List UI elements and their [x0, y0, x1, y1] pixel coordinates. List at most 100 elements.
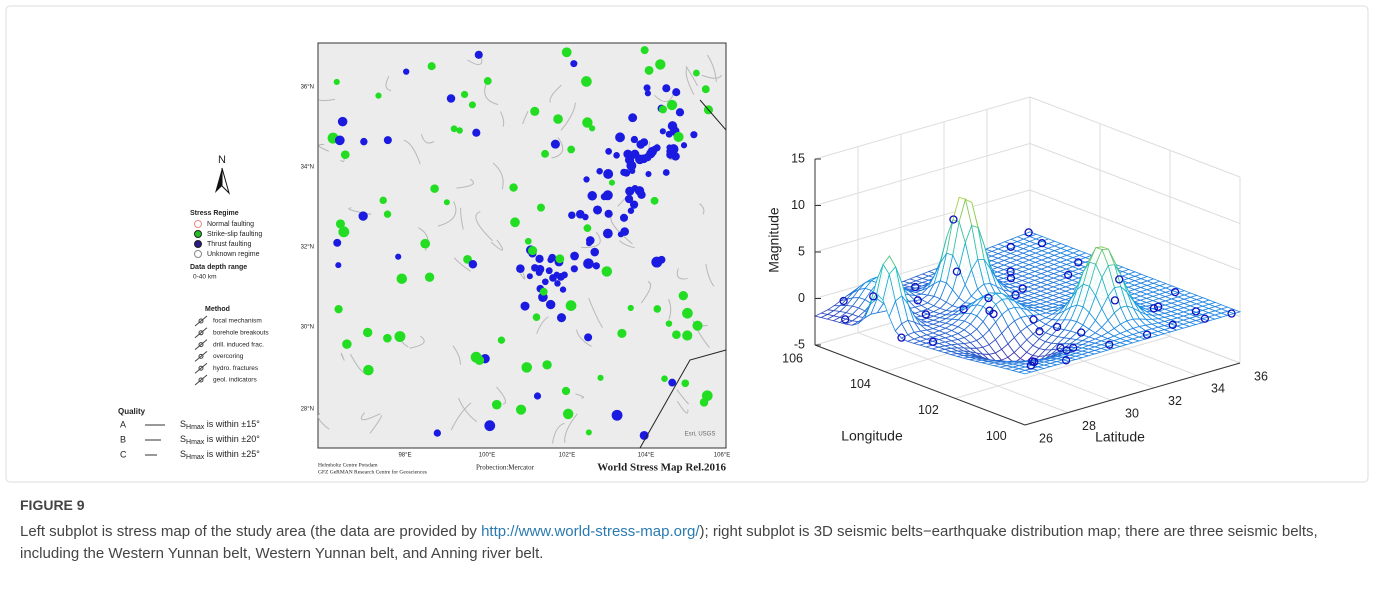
strike-slip-symbol: [363, 328, 372, 337]
strike-slip-symbol: [516, 405, 526, 415]
thrust-symbol: [536, 265, 545, 274]
caption-link[interactable]: http://www.world-stress-map.org/: [481, 523, 699, 540]
legend-item: overcoring: [213, 353, 244, 360]
strike-slip-symbol: [567, 146, 575, 154]
legend-item: Unknown regime: [207, 251, 260, 258]
thrust-symbol: [583, 258, 594, 269]
thrust-symbol: [560, 286, 566, 292]
legend-item: 0-40 km: [193, 274, 216, 281]
thrust-symbol: [672, 88, 680, 96]
method-symbol: [195, 328, 207, 338]
x-axis-label: Longitude: [841, 428, 903, 444]
thrust-symbol: [690, 131, 697, 138]
strike-slip-symbol: [534, 392, 541, 399]
strike-slip-symbol: [397, 273, 408, 284]
y-tick-label: 32: [1168, 394, 1182, 408]
thrust-symbol: [620, 227, 629, 236]
strike-slip-symbol: [403, 69, 409, 75]
strike-slip-symbol: [338, 226, 349, 237]
z-axis-label: Magnitude: [766, 207, 782, 273]
strike-slip-symbol: [447, 94, 455, 102]
caption-text: Left subplot is stress map of the study …: [20, 523, 481, 540]
thrust-symbol: [542, 360, 551, 369]
thrust-symbol: [700, 398, 709, 407]
thrust-symbol: [659, 105, 667, 113]
quality-subscript: Hmax: [186, 439, 205, 446]
strike-slip-symbol: [681, 142, 687, 148]
thrust-symbol: [666, 150, 674, 158]
strike-slip-symbol: [693, 70, 700, 77]
thrust-symbol: [603, 229, 613, 239]
strike-slip-symbol: [551, 140, 560, 149]
thrust-symbol: [651, 257, 662, 268]
surface-plot: 151050-5106104102100262830323436Magnitud…: [766, 97, 1268, 445]
strike-slip-symbol: [542, 278, 549, 285]
thrust-symbol: [584, 333, 592, 341]
thrust-symbol: [605, 148, 612, 155]
regime-symbol: [195, 241, 202, 248]
strike-slip-symbol: [617, 329, 626, 338]
quality-text: SHmax is within ±15°: [180, 419, 260, 430]
strike-slip-symbol: [681, 379, 689, 387]
strike-slip-symbol: [456, 127, 462, 133]
thrust-symbol: [384, 136, 392, 144]
thrust-symbol: [593, 262, 600, 269]
quality-text: SHmax is within ±25°: [180, 449, 260, 460]
caption-block: FIGURE 9 Left subplot is stress map of t…: [20, 497, 1350, 565]
regime-symbol: [195, 231, 202, 238]
thrust-symbol: [546, 300, 555, 309]
strike-slip-symbol: [375, 93, 381, 99]
thrust-symbol: [593, 205, 602, 214]
quality-text: is within ±20°: [204, 434, 260, 444]
strike-slip-symbol: [589, 125, 595, 131]
longitude-label: 106°E: [714, 453, 730, 459]
thrust-symbol: [563, 409, 573, 419]
thrust-symbol: [533, 313, 541, 321]
thrust-symbol: [335, 262, 341, 268]
credit: Esri, USGS: [685, 432, 716, 438]
thrust-symbol: [583, 176, 589, 182]
latitude-label: 32°N: [301, 245, 314, 251]
strike-slip-symbol: [692, 321, 702, 331]
strike-slip-symbol: [586, 429, 592, 435]
legend-title: Data depth range: [190, 264, 247, 271]
strike-slip-symbol: [541, 150, 549, 158]
strike-slip-symbol: [672, 330, 681, 339]
thrust-symbol: [557, 313, 566, 322]
axis-box: [815, 97, 1030, 159]
quality-text: is within ±15°: [204, 419, 260, 429]
strike-slip-symbol: [562, 387, 570, 395]
north-arrow: [222, 168, 229, 193]
strike-slip-symbol: [682, 330, 692, 340]
strike-slip-symbol: [570, 60, 577, 67]
strike-slip-symbol: [653, 305, 661, 313]
longitude-label: 100°E: [479, 453, 495, 459]
strike-slip-symbol: [338, 117, 347, 126]
thrust-symbol: [603, 190, 613, 200]
quality-grade: C: [120, 449, 127, 459]
thrust-symbol: [615, 132, 625, 142]
thrust-symbol: [629, 168, 635, 174]
strike-slip-symbol: [498, 337, 505, 344]
regime-symbol: [195, 221, 202, 228]
north-arrow: [215, 168, 222, 193]
latitude-label: 36°N: [301, 85, 314, 91]
longitude-label: 104°E: [638, 453, 654, 459]
method-symbol: [195, 340, 207, 350]
thrust-symbol: [586, 240, 592, 246]
x-tick-label: 100: [986, 429, 1007, 443]
longitude-label: 98°E: [398, 453, 411, 459]
latitude-label: 28°N: [301, 407, 314, 413]
legend-item: drill. induced frac.: [213, 341, 264, 348]
x-tick-label: 102: [918, 403, 939, 417]
strike-slip-symbol: [667, 100, 677, 110]
z-tick-label: 5: [798, 244, 805, 258]
strike-slip-symbol: [679, 291, 688, 300]
thrust-symbol: [620, 169, 627, 176]
strike-slip-symbol: [547, 257, 553, 263]
strike-slip-symbol: [472, 129, 480, 137]
thrust-symbol: [635, 155, 645, 165]
strike-slip-symbol: [384, 210, 391, 217]
strike-slip-symbol: [484, 77, 492, 85]
strike-slip-symbol: [461, 91, 468, 98]
